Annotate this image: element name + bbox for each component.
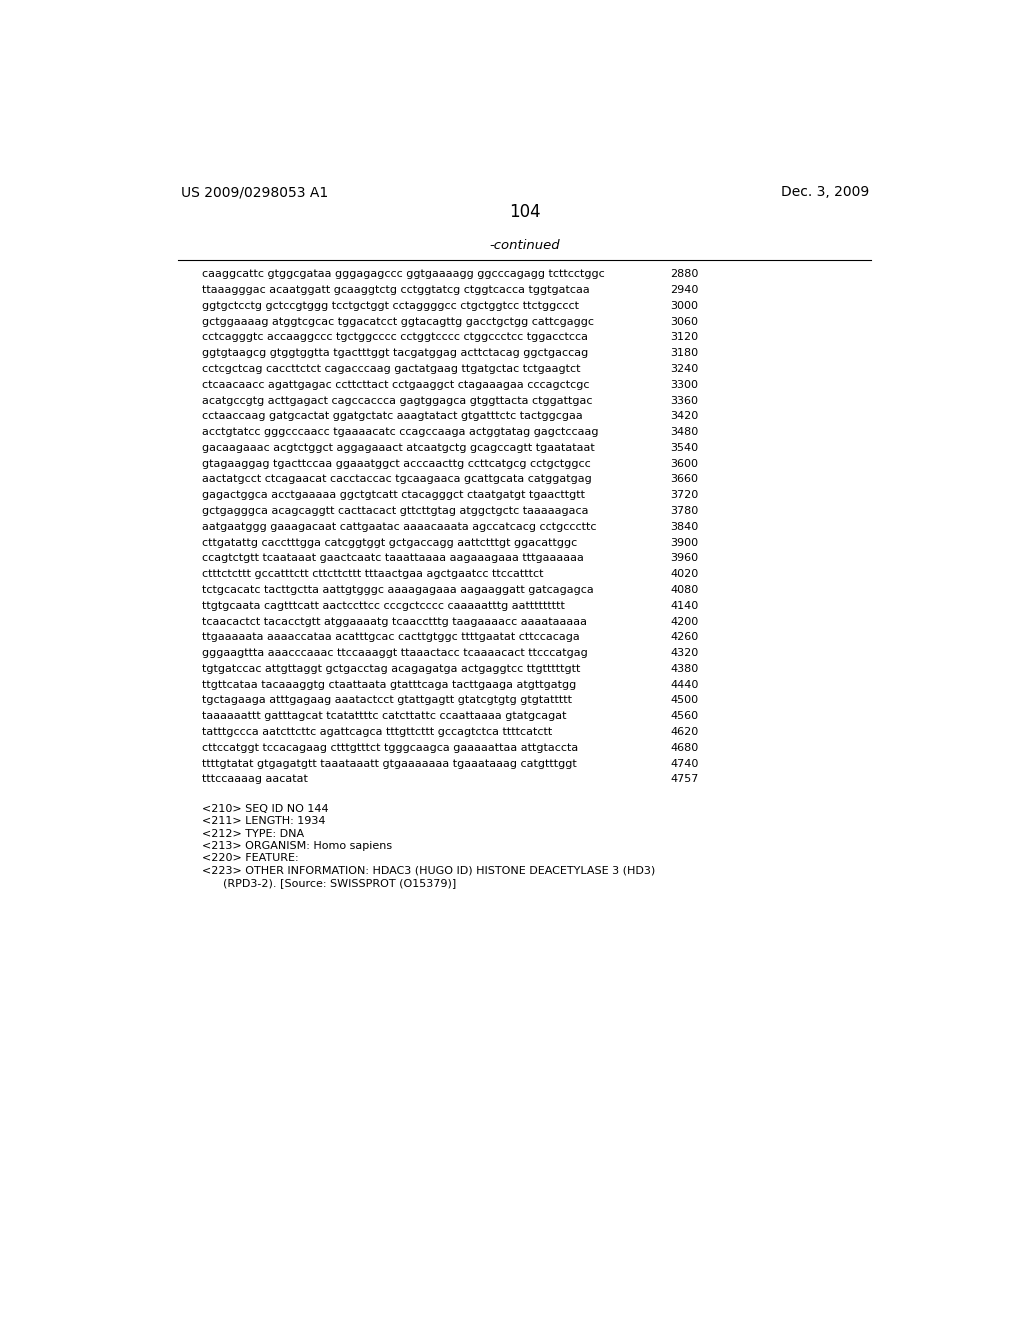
- Text: cttccatggt tccacagaag ctttgtttct tgggcaagca gaaaaattaa attgtaccta: cttccatggt tccacagaag ctttgtttct tgggcaa…: [202, 743, 578, 752]
- Text: 4740: 4740: [671, 759, 698, 768]
- Text: ccagtctgtt tcaataaat gaactcaatc taaattaaaa aagaaagaaa tttgaaaaaa: ccagtctgtt tcaataaat gaactcaatc taaattaa…: [202, 553, 584, 564]
- Text: 3960: 3960: [671, 553, 698, 564]
- Text: gctgagggca acagcaggtt cacttacact gttcttgtag atggctgctc taaaaagaca: gctgagggca acagcaggtt cacttacact gttcttg…: [202, 506, 588, 516]
- Text: 2940: 2940: [671, 285, 698, 296]
- Text: ttttgtatat gtgagatgtt taaataaatt gtgaaaaaaa tgaaataaag catgtttggt: ttttgtatat gtgagatgtt taaataaatt gtgaaaa…: [202, 759, 577, 768]
- Text: aactatgcct ctcagaacat cacctaccac tgcaagaaca gcattgcata catggatgag: aactatgcct ctcagaacat cacctaccac tgcaaga…: [202, 474, 592, 484]
- Text: ttgtgcaata cagtttcatt aactccttcc cccgctcccc caaaaatttg aattttttttt: ttgtgcaata cagtttcatt aactccttcc cccgctc…: [202, 601, 564, 611]
- Text: 3000: 3000: [671, 301, 698, 310]
- Text: <220> FEATURE:: <220> FEATURE:: [202, 853, 298, 863]
- Text: 3120: 3120: [671, 333, 698, 342]
- Text: 3180: 3180: [671, 348, 698, 358]
- Text: 3300: 3300: [671, 380, 698, 389]
- Text: 4440: 4440: [671, 680, 698, 689]
- Text: 4080: 4080: [671, 585, 698, 595]
- Text: ttaaagggac acaatggatt gcaaggtctg cctggtatcg ctggtcacca tggtgatcaa: ttaaagggac acaatggatt gcaaggtctg cctggta…: [202, 285, 590, 296]
- Text: 4757: 4757: [671, 775, 698, 784]
- Text: US 2009/0298053 A1: US 2009/0298053 A1: [180, 185, 328, 199]
- Text: tgtgatccac attgttaggt gctgacctag acagagatga actgaggtcc ttgtttttgtt: tgtgatccac attgttaggt gctgacctag acagaga…: [202, 664, 580, 675]
- Text: gacaagaaac acgtctggct aggagaaact atcaatgctg gcagccagtt tgaatataat: gacaagaaac acgtctggct aggagaaact atcaatg…: [202, 444, 594, 453]
- Text: 4680: 4680: [671, 743, 698, 752]
- Text: tatttgccca aatcttcttc agattcagca tttgttcttt gccagtctca ttttcatctt: tatttgccca aatcttcttc agattcagca tttgttc…: [202, 727, 552, 737]
- Text: caaggcattc gtggcgataa gggagagccc ggtgaaaagg ggcccagagg tcttcctggc: caaggcattc gtggcgataa gggagagccc ggtgaaa…: [202, 269, 604, 280]
- Text: 4020: 4020: [671, 569, 698, 579]
- Text: 3660: 3660: [671, 474, 698, 484]
- Text: ctcaacaacc agattgagac ccttcttact cctgaaggct ctagaaagaa cccagctcgc: ctcaacaacc agattgagac ccttcttact cctgaag…: [202, 380, 589, 389]
- Text: 3720: 3720: [671, 490, 698, 500]
- Text: 4500: 4500: [671, 696, 698, 705]
- Text: <210> SEQ ID NO 144: <210> SEQ ID NO 144: [202, 804, 329, 814]
- Text: 3480: 3480: [671, 428, 698, 437]
- Text: acatgccgtg acttgagact cagccaccca gagtggagca gtggttacta ctggattgac: acatgccgtg acttgagact cagccaccca gagtgga…: [202, 396, 592, 405]
- Text: <223> OTHER INFORMATION: HDAC3 (HUGO ID) HISTONE DEACETYLASE 3 (HD3): <223> OTHER INFORMATION: HDAC3 (HUGO ID)…: [202, 866, 655, 875]
- Text: <211> LENGTH: 1934: <211> LENGTH: 1934: [202, 816, 326, 826]
- Text: tctgcacatc tacttgctta aattgtgggc aaaagagaaa aagaaggatt gatcagagca: tctgcacatc tacttgctta aattgtgggc aaaagag…: [202, 585, 593, 595]
- Text: ggtgtaagcg gtggtggtta tgactttggt tacgatggag acttctacag ggctgaccag: ggtgtaagcg gtggtggtta tgactttggt tacgatg…: [202, 348, 588, 358]
- Text: 3600: 3600: [671, 459, 698, 469]
- Text: gagactggca acctgaaaaa ggctgtcatt ctacagggct ctaatgatgt tgaacttgtt: gagactggca acctgaaaaa ggctgtcatt ctacagg…: [202, 490, 585, 500]
- Text: tgctagaaga atttgagaag aaatactcct gtattgagtt gtatcgtgtg gtgtattttt: tgctagaaga atttgagaag aaatactcct gtattga…: [202, 696, 571, 705]
- Text: 3240: 3240: [671, 364, 698, 374]
- Text: tcaacactct tacacctgtt atggaaaatg tcaacctttg taagaaaacc aaaataaaaa: tcaacactct tacacctgtt atggaaaatg tcaacct…: [202, 616, 587, 627]
- Text: gtagaaggag tgacttccaa ggaaatggct acccaacttg ccttcatgcg cctgctggcc: gtagaaggag tgacttccaa ggaaatggct acccaac…: [202, 459, 591, 469]
- Text: 3900: 3900: [671, 537, 698, 548]
- Text: tttccaaaag aacatat: tttccaaaag aacatat: [202, 775, 307, 784]
- Text: 4560: 4560: [671, 711, 698, 721]
- Text: 4320: 4320: [671, 648, 698, 659]
- Text: cctcgctcag caccttctct cagacccaag gactatgaag ttgatgctac tctgaagtct: cctcgctcag caccttctct cagacccaag gactatg…: [202, 364, 581, 374]
- Text: 4260: 4260: [671, 632, 698, 643]
- Text: Dec. 3, 2009: Dec. 3, 2009: [780, 185, 869, 199]
- Text: ctttctcttt gccatttctt cttcttcttt tttaactgaa agctgaatcc ttccatttct: ctttctcttt gccatttctt cttcttcttt tttaact…: [202, 569, 543, 579]
- Text: cctaaccaag gatgcactat ggatgctatc aaagtatact gtgatttctc tactggcgaa: cctaaccaag gatgcactat ggatgctatc aaagtat…: [202, 412, 583, 421]
- Text: 104: 104: [509, 203, 541, 220]
- Text: gggaagttta aaacccaaac ttccaaaggt ttaaactacc tcaaaacact ttcccatgag: gggaagttta aaacccaaac ttccaaaggt ttaaact…: [202, 648, 588, 659]
- Text: 2880: 2880: [671, 269, 698, 280]
- Text: cttgatattg cacctttgga catcggtggt gctgaccagg aattctttgt ggacattggc: cttgatattg cacctttgga catcggtggt gctgacc…: [202, 537, 577, 548]
- Text: 3840: 3840: [671, 521, 698, 532]
- Text: gctggaaaag atggtcgcac tggacatcct ggtacagttg gacctgctgg cattcgaggc: gctggaaaag atggtcgcac tggacatcct ggtacag…: [202, 317, 594, 326]
- Text: (RPD3-2). [Source: SWISSPROT (O15379)]: (RPD3-2). [Source: SWISSPROT (O15379)]: [202, 878, 456, 888]
- Text: 3780: 3780: [671, 506, 698, 516]
- Text: 4620: 4620: [671, 727, 698, 737]
- Text: taaaaaattt gatttagcat tcatattttc catcttattc ccaattaaaa gtatgcagat: taaaaaattt gatttagcat tcatattttc catctta…: [202, 711, 566, 721]
- Text: ttgaaaaata aaaaccataa acatttgcac cacttgtggc ttttgaatat cttccacaga: ttgaaaaata aaaaccataa acatttgcac cacttgt…: [202, 632, 580, 643]
- Text: ttgttcataa tacaaaggtg ctaattaata gtatttcaga tacttgaaga atgttgatgg: ttgttcataa tacaaaggtg ctaattaata gtatttc…: [202, 680, 575, 689]
- Text: 4200: 4200: [671, 616, 698, 627]
- Text: <212> TYPE: DNA: <212> TYPE: DNA: [202, 829, 304, 838]
- Text: 3060: 3060: [671, 317, 698, 326]
- Text: 3420: 3420: [671, 412, 698, 421]
- Text: aatgaatggg gaaagacaat cattgaatac aaaacaaata agccatcacg cctgcccttc: aatgaatggg gaaagacaat cattgaatac aaaacaa…: [202, 521, 596, 532]
- Text: ggtgctcctg gctccgtggg tcctgctggt cctaggggcc ctgctggtcc ttctggccct: ggtgctcctg gctccgtggg tcctgctggt cctaggg…: [202, 301, 579, 310]
- Text: -continued: -continued: [489, 239, 560, 252]
- Text: 4380: 4380: [671, 664, 698, 675]
- Text: cctcagggtc accaaggccc tgctggcccc cctggtcccc ctggccctcc tggacctcca: cctcagggtc accaaggccc tgctggcccc cctggtc…: [202, 333, 588, 342]
- Text: 3540: 3540: [671, 444, 698, 453]
- Text: acctgtatcc gggcccaacc tgaaaacatc ccagccaaga actggtatag gagctccaag: acctgtatcc gggcccaacc tgaaaacatc ccagcca…: [202, 428, 598, 437]
- Text: <213> ORGANISM: Homo sapiens: <213> ORGANISM: Homo sapiens: [202, 841, 392, 851]
- Text: 3360: 3360: [671, 396, 698, 405]
- Text: 4140: 4140: [671, 601, 698, 611]
